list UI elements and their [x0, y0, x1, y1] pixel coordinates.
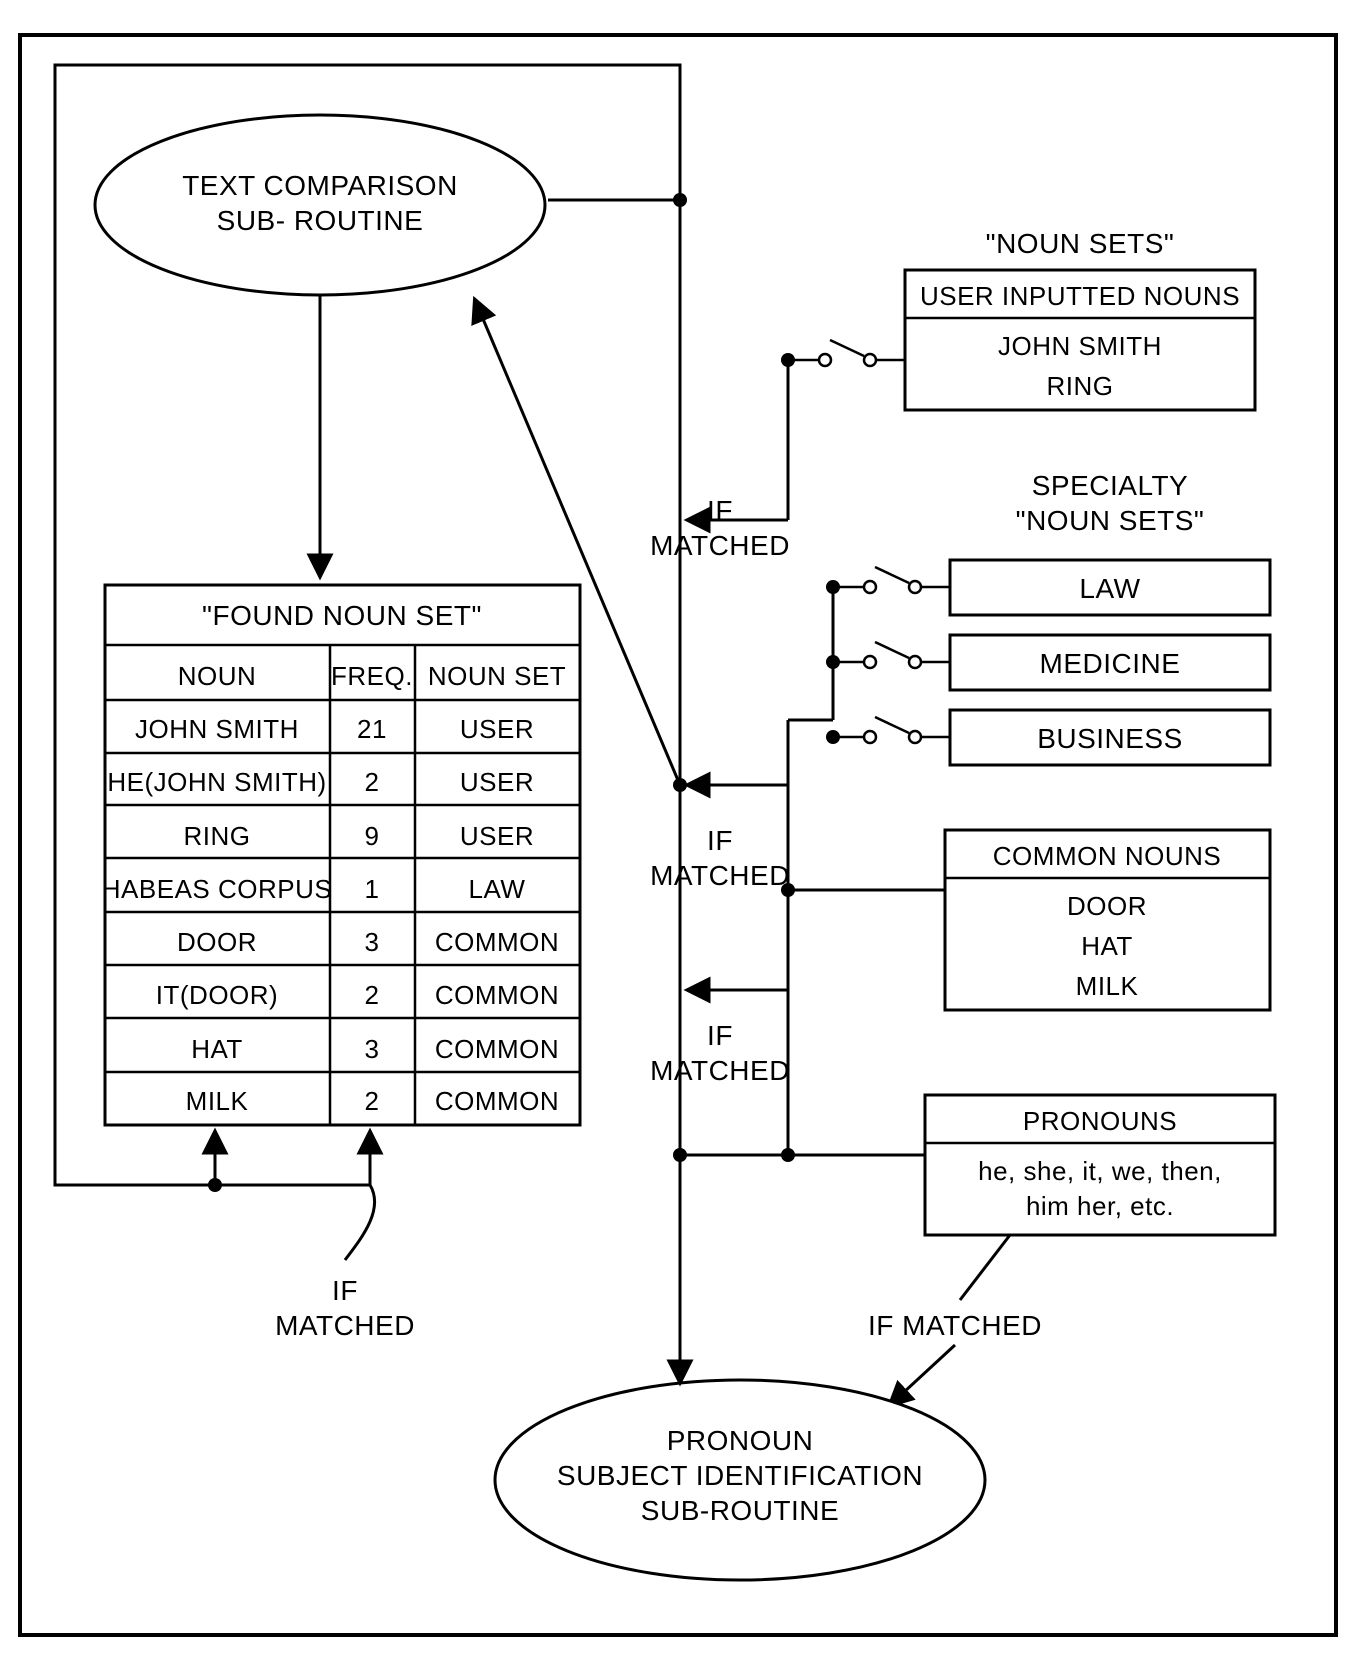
- specialty-h1: SPECIALTY: [1032, 470, 1188, 501]
- svg-text:USER INPUTTED NOUNS: USER INPUTTED NOUNS: [920, 281, 1240, 311]
- svg-text:HAT: HAT: [191, 1034, 243, 1064]
- svg-text:2: 2: [365, 1086, 380, 1116]
- noun-sets-header: "NOUN SETS": [986, 228, 1175, 259]
- svg-text:PRONOUNS: PRONOUNS: [1023, 1106, 1177, 1136]
- svg-text:9: 9: [365, 821, 380, 851]
- pronouns-box: PRONOUNS he, she, it, we, then, him her,…: [925, 1095, 1275, 1235]
- if-matched-bl-2: MATCHED: [275, 1310, 415, 1341]
- svg-text:he, she, it, we, then,: he, she, it, we, then,: [978, 1156, 1222, 1186]
- svg-text:LAW: LAW: [469, 874, 526, 904]
- svg-text:IF: IF: [707, 825, 733, 856]
- svg-text:RING: RING: [1047, 371, 1114, 401]
- if-matched-bl-1: IF: [332, 1275, 358, 1306]
- svg-text:MATCHED: MATCHED: [650, 1055, 790, 1086]
- svg-text:MILK: MILK: [186, 1086, 249, 1116]
- common-nouns-box: COMMON NOUNS DOOR HAT MILK: [945, 830, 1270, 1010]
- svg-text:NOUN: NOUN: [178, 661, 257, 691]
- svg-text:USER: USER: [460, 821, 534, 851]
- svg-text:SUBJECT IDENTIFICATION: SUBJECT IDENTIFICATION: [557, 1460, 923, 1491]
- svg-text:2: 2: [365, 767, 380, 797]
- svg-text:JOHN SMITH: JOHN SMITH: [135, 714, 299, 744]
- ellipse-top-line2: SUB- ROUTINE: [217, 205, 424, 236]
- svg-text:PRONOUN: PRONOUN: [667, 1425, 814, 1456]
- ellipse-top-line1: TEXT COMPARISON: [182, 170, 458, 201]
- svg-text:IF: IF: [707, 1020, 733, 1051]
- svg-text:MILK: MILK: [1076, 971, 1139, 1001]
- svg-text:JOHN SMITH: JOHN SMITH: [998, 331, 1162, 361]
- svg-text:1: 1: [365, 874, 380, 904]
- svg-text:MATCHED: MATCHED: [650, 860, 790, 891]
- if-matched-br: IF MATCHED: [868, 1310, 1042, 1341]
- svg-text:NOUN SET: NOUN SET: [428, 661, 566, 691]
- found-title: "FOUND NOUN SET": [202, 600, 482, 631]
- found-noun-table: "FOUND NOUN SET" NOUN FREQ. NOUN SET JOH…: [102, 585, 580, 1125]
- svg-text:3: 3: [365, 1034, 380, 1064]
- svg-text:COMMON: COMMON: [435, 980, 559, 1010]
- svg-text:LAW: LAW: [1079, 573, 1140, 604]
- svg-text:HAT: HAT: [1081, 931, 1133, 961]
- svg-text:him her, etc.: him her, etc.: [1026, 1191, 1174, 1221]
- svg-text:MATCHED: MATCHED: [650, 530, 790, 561]
- svg-text:DOOR: DOOR: [1067, 891, 1147, 921]
- svg-text:COMMON: COMMON: [435, 1034, 559, 1064]
- svg-text:HABEAS CORPUS: HABEAS CORPUS: [102, 874, 332, 904]
- svg-text:MEDICINE: MEDICINE: [1040, 648, 1181, 679]
- svg-text:USER: USER: [460, 714, 534, 744]
- svg-text:COMMON: COMMON: [435, 1086, 559, 1116]
- svg-text:IT(DOOR): IT(DOOR): [156, 980, 278, 1010]
- svg-text:DOOR: DOOR: [177, 927, 257, 957]
- svg-text:3: 3: [365, 927, 380, 957]
- specialty-h2: "NOUN SETS": [1016, 505, 1205, 536]
- svg-text:COMMON NOUNS: COMMON NOUNS: [993, 841, 1221, 871]
- svg-text:2: 2: [365, 980, 380, 1010]
- svg-text:HE(JOHN SMITH): HE(JOHN SMITH): [107, 767, 326, 797]
- user-nouns-box: USER INPUTTED NOUNS JOHN SMITH RING: [905, 270, 1255, 410]
- svg-text:BUSINESS: BUSINESS: [1037, 723, 1183, 754]
- svg-text:SUB-ROUTINE: SUB-ROUTINE: [641, 1495, 839, 1526]
- svg-text:USER: USER: [460, 767, 534, 797]
- svg-text:RING: RING: [184, 821, 251, 851]
- svg-text:FREQ.: FREQ.: [331, 661, 413, 691]
- flowchart-diagram: TEXT COMPARISON SUB- ROUTINE IF MATCHED …: [0, 0, 1356, 1670]
- svg-text:COMMON: COMMON: [435, 927, 559, 957]
- svg-text:21: 21: [357, 714, 387, 744]
